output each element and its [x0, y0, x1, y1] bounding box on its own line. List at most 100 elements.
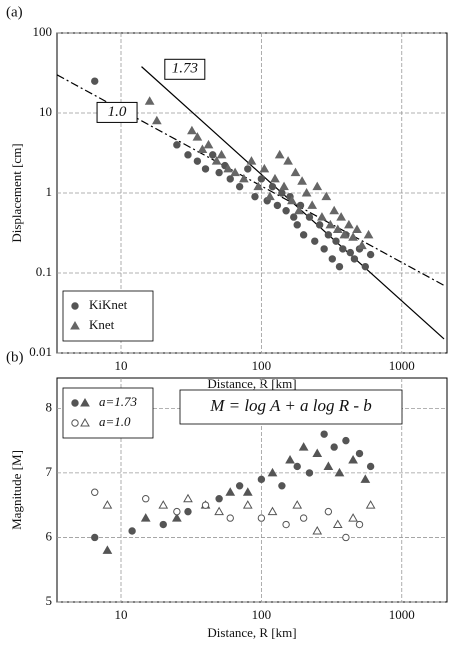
y-tick-label: 7 [46, 464, 53, 479]
data-point [223, 163, 234, 173]
data-point [235, 182, 244, 191]
data-point [320, 430, 328, 438]
legend-marker [71, 302, 79, 310]
data-point [187, 125, 197, 135]
data-point [283, 156, 293, 165]
data-point [299, 514, 308, 522]
data-point [230, 167, 240, 177]
data-point [348, 232, 358, 241]
data-point [334, 467, 345, 477]
data-point [102, 545, 113, 554]
line-label-box [164, 58, 206, 80]
x-axis-label: Distance, R [km] [207, 376, 296, 391]
data-point [324, 507, 333, 516]
data-point [184, 151, 192, 159]
annotation: M = log A + a log R - b [209, 396, 372, 415]
x-tick-label: 100 [252, 607, 272, 622]
data-point [329, 205, 340, 215]
data-point [214, 506, 224, 516]
data-point [183, 493, 193, 503]
data-point [328, 255, 336, 263]
data-point [172, 513, 182, 522]
data-point [366, 250, 375, 259]
data-point [192, 132, 203, 141]
data-point [159, 520, 167, 529]
data-point [193, 157, 202, 165]
data-point [184, 507, 192, 516]
data-point [290, 167, 301, 177]
data-point [360, 474, 371, 483]
data-point [292, 500, 303, 509]
data-point [274, 149, 285, 159]
line-label: 1.0 [108, 104, 127, 120]
data-point [215, 168, 223, 177]
legend-label: a=1.0 [99, 414, 131, 429]
data-point [355, 520, 364, 529]
annotation-box [179, 389, 403, 425]
x-tick-label: 10 [115, 358, 128, 373]
data-point [305, 469, 314, 477]
data-point [321, 191, 332, 201]
data-point [282, 207, 290, 215]
data-point [267, 467, 278, 477]
data-point [320, 245, 328, 253]
data-point [301, 187, 312, 197]
data-point [298, 442, 309, 451]
data-point [226, 175, 234, 183]
data-point [253, 181, 264, 191]
data-point [297, 176, 307, 185]
data-point [278, 482, 286, 490]
data-point [216, 149, 227, 159]
data-point [344, 219, 354, 229]
data-point [305, 213, 314, 221]
data-point [348, 454, 358, 464]
data-point [151, 115, 162, 125]
data-point [173, 507, 181, 516]
legend-label: KiKnet [89, 297, 128, 312]
data-point [342, 533, 350, 542]
x-axis-label: Distance, R [km] [207, 625, 296, 640]
y-tick-label: 100 [33, 24, 53, 39]
data-point [312, 448, 323, 458]
y-tick-label: 10 [39, 104, 52, 119]
data-point [273, 201, 282, 210]
data-point [324, 231, 333, 239]
data-point [244, 165, 252, 173]
data-point [282, 520, 290, 529]
data-point [323, 461, 334, 470]
data-point [330, 443, 338, 451]
data-point [91, 533, 99, 542]
data-point [339, 245, 347, 253]
data-point [294, 205, 304, 215]
data-point [235, 482, 244, 490]
data-point [279, 181, 289, 191]
y-tick-label: 6 [46, 528, 53, 543]
data-point [355, 449, 364, 458]
data-point [144, 96, 155, 105]
data-point [211, 156, 222, 165]
legend-marker [71, 419, 79, 427]
data-point [158, 500, 169, 509]
data-point [278, 189, 286, 197]
data-point [209, 151, 217, 159]
data-point [203, 139, 214, 149]
legend-box [62, 290, 154, 342]
data-point [225, 487, 236, 496]
data-point [91, 488, 99, 496]
data-point [317, 212, 327, 221]
y-tick-label: 0.1 [36, 264, 52, 279]
data-point [259, 163, 270, 173]
legend-marker [80, 397, 90, 407]
data-point [293, 221, 301, 229]
legend-marker [80, 417, 90, 427]
data-point [339, 229, 350, 239]
line-label-box [96, 101, 138, 123]
data-point [201, 165, 210, 173]
data-point [312, 181, 323, 191]
data-point [332, 519, 343, 529]
y-tick-label: 1 [46, 184, 53, 199]
data-point [215, 495, 223, 503]
data-point [257, 475, 266, 484]
data-point [352, 224, 362, 233]
